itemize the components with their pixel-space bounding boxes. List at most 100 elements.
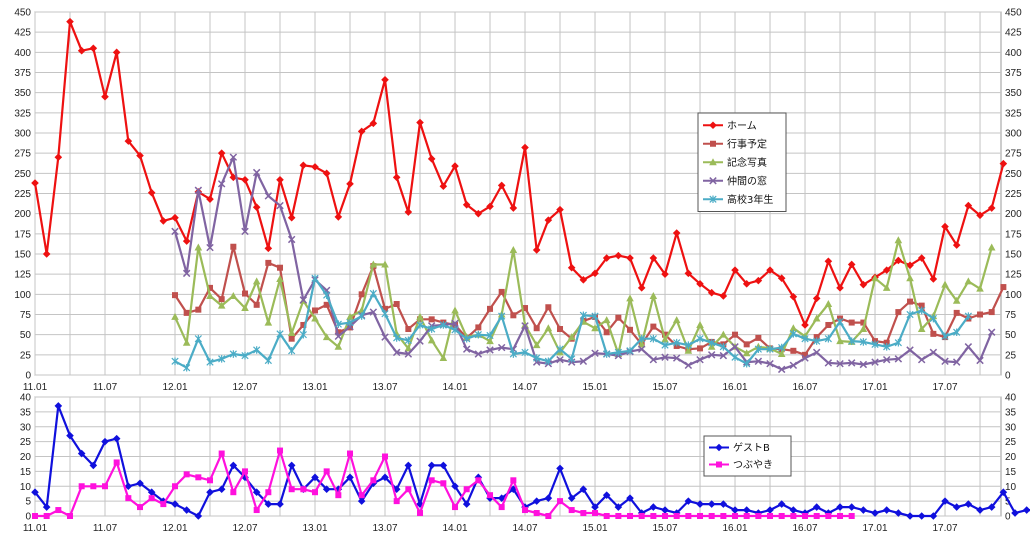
data-point — [276, 201, 284, 210]
data-point — [987, 204, 996, 212]
data-point — [218, 296, 225, 303]
data-point — [265, 489, 272, 496]
data-point — [183, 363, 191, 372]
data-point — [894, 355, 903, 363]
y-tick-label-left: 250 — [14, 169, 31, 180]
x-tick-label: 14.01 — [442, 523, 467, 534]
y-tick-label-right: 375 — [1005, 68, 1022, 79]
data-point — [102, 483, 109, 490]
data-point — [777, 500, 786, 508]
data-point — [649, 254, 658, 262]
top-chart: 0 0 25 25 50 50 75 75 100 100 125 125 150 150 175 175 20… — [14, 8, 1022, 394]
y-tick-label-right: 15 — [1005, 467, 1017, 478]
data-point — [684, 269, 693, 278]
data-point — [206, 358, 214, 366]
data-point — [882, 506, 891, 514]
data-point — [532, 246, 541, 254]
data-point — [673, 513, 680, 519]
data-point — [837, 513, 844, 519]
data-point — [813, 334, 820, 341]
data-point — [194, 243, 203, 251]
data-point — [847, 359, 856, 367]
data-point — [859, 280, 868, 289]
data-point — [882, 266, 891, 274]
y-tick-label-right: 400 — [1005, 48, 1022, 59]
data-point — [287, 461, 296, 470]
data-point — [474, 209, 483, 218]
x-tick-label: 13.01 — [302, 382, 327, 393]
data-point — [672, 229, 681, 237]
data-point — [195, 306, 202, 313]
data-point — [416, 118, 424, 127]
y-tick-label-left: 40 — [20, 393, 32, 404]
data-point — [661, 270, 669, 278]
data-point — [242, 290, 249, 297]
data-point — [789, 330, 797, 338]
x-tick-label: 11.07 — [93, 523, 118, 534]
data-point — [812, 314, 821, 322]
x-tick-label: 17.07 — [933, 382, 958, 393]
data-point — [405, 486, 412, 493]
x-tick-label: 16.01 — [723, 523, 748, 534]
y-tick-label-right: 250 — [1005, 169, 1022, 180]
data-point — [381, 75, 389, 84]
legend-marker — [716, 461, 722, 468]
data-point — [428, 477, 435, 484]
legend-label: 行事予定 — [727, 137, 767, 150]
data-point — [77, 46, 86, 55]
data-point — [417, 510, 424, 517]
data-point — [917, 512, 926, 520]
data-point — [941, 280, 949, 288]
data-point — [813, 513, 820, 519]
data-point — [976, 506, 984, 514]
data-point — [964, 201, 973, 210]
data-point — [544, 324, 553, 332]
y-tick-label-right: 125 — [1005, 270, 1022, 281]
data-point — [533, 325, 540, 332]
data-point — [627, 513, 634, 519]
data-point — [567, 494, 576, 502]
x-tick-label: 16.07 — [793, 523, 818, 534]
data-point — [964, 277, 973, 285]
y-tick-label-left: 20 — [20, 452, 32, 463]
data-point — [194, 512, 203, 520]
data-point — [731, 353, 739, 362]
data-point — [229, 291, 238, 299]
data-point — [941, 222, 949, 231]
data-point — [918, 302, 925, 309]
y-tick-label-left: 50 — [20, 330, 32, 341]
series-行事予定 — [172, 243, 1007, 358]
data-point — [439, 182, 448, 191]
data-point — [440, 480, 447, 487]
data-point — [160, 501, 167, 508]
data-point — [252, 488, 261, 496]
y-tick-label-left: 350 — [14, 88, 31, 99]
data-point — [252, 168, 261, 177]
y-tick-label-right: 300 — [1005, 129, 1022, 140]
y-tick-label-left: 125 — [14, 270, 31, 281]
data-point — [767, 513, 774, 519]
data-point — [976, 284, 984, 292]
data-point — [732, 331, 739, 338]
data-point — [824, 359, 833, 367]
data-point — [719, 351, 728, 360]
data-point — [579, 485, 588, 494]
y-tick-label-left: 175 — [14, 229, 31, 240]
data-point — [556, 355, 564, 364]
data-point — [381, 333, 389, 341]
data-point — [427, 461, 436, 470]
data-point — [439, 461, 448, 470]
data-point — [649, 291, 658, 299]
data-point — [603, 513, 610, 519]
data-point — [311, 274, 319, 282]
data-point — [277, 447, 284, 454]
data-point — [708, 338, 716, 347]
x-tick-label: 11.07 — [93, 382, 118, 393]
data-point — [487, 492, 494, 499]
data-point — [918, 306, 926, 315]
data-point — [637, 284, 646, 292]
data-point — [287, 235, 296, 244]
data-point — [754, 276, 763, 285]
data-point — [300, 486, 307, 493]
data-point — [847, 503, 856, 511]
